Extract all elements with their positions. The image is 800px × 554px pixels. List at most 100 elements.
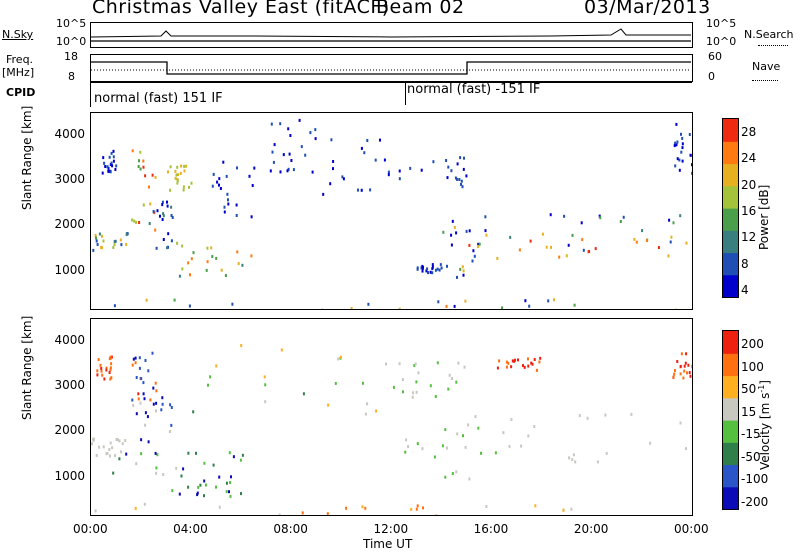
- power-cell: [206, 260, 209, 264]
- power-cell: [688, 133, 691, 136]
- power-cell: [454, 176, 457, 180]
- velocity-cell: [649, 441, 652, 445]
- velocity-cell: [679, 372, 682, 376]
- power-cell: [192, 251, 195, 255]
- velocity-cell: [574, 460, 577, 464]
- velocity-cell: [422, 506, 424, 510]
- velocity-cell: [161, 396, 164, 400]
- power-cell: [98, 232, 101, 236]
- power-cell: [133, 219, 136, 223]
- power-cell: [342, 177, 345, 181]
- velocity-cell: [494, 451, 497, 455]
- velocity-cell: [131, 363, 134, 367]
- velocity-colorbar-title: Velocity [m s-1]: [757, 380, 772, 470]
- velocity-cell: [96, 369, 99, 373]
- power-cell: [112, 246, 115, 249]
- power-cell: [459, 267, 462, 271]
- colorbar-band: [723, 420, 738, 443]
- power-cell: [691, 171, 692, 175]
- velocity-cell: [505, 365, 508, 369]
- power-cell: [187, 261, 190, 265]
- velocity-cell: [102, 445, 105, 449]
- colorbar-tick-label: 16: [741, 204, 757, 218]
- nave-tick-bottom: 0: [708, 70, 715, 83]
- power-cell: [588, 250, 591, 253]
- power-cell: [289, 134, 292, 137]
- velocity-cell: [140, 377, 143, 381]
- power-cell: [250, 254, 253, 258]
- velocity-cell: [572, 453, 575, 457]
- power-cell: [125, 233, 128, 236]
- velocity-cell: [596, 460, 599, 464]
- power-cell: [177, 173, 179, 177]
- velocity-cell: [415, 390, 418, 394]
- power-cell: [211, 255, 214, 258]
- velocity-cell: [94, 509, 97, 513]
- velocity-cell: [132, 403, 135, 407]
- power-cell: [304, 153, 307, 157]
- velocity-cell: [334, 381, 337, 385]
- power-cell: [549, 213, 552, 217]
- power-cell: [681, 142, 684, 146]
- power-cell: [676, 140, 679, 144]
- power-cell: [166, 204, 169, 208]
- power-cell: [484, 215, 487, 219]
- power-cell: [167, 232, 170, 236]
- power-cell: [462, 167, 465, 171]
- velocity-cell: [212, 463, 215, 467]
- velocity-cell: [101, 373, 104, 377]
- power-cell: [185, 164, 188, 168]
- velocity-cell: [433, 455, 436, 459]
- power-cell: [633, 237, 636, 241]
- velocity-cell: [527, 357, 529, 361]
- freq-label-1: Freq.: [6, 53, 34, 66]
- velocity-cell: [685, 447, 687, 451]
- velocity-cell: [105, 368, 108, 372]
- velocity-cell: [456, 432, 459, 436]
- power-cell: [462, 273, 465, 277]
- velocity-cell: [392, 385, 395, 389]
- power-cell: [357, 188, 359, 192]
- velocity-cell: [571, 458, 574, 461]
- power-cell: [580, 221, 583, 225]
- power-cell: [460, 182, 462, 186]
- velocity-cell: [140, 438, 143, 442]
- power-cell: [363, 151, 366, 155]
- velocity-cell: [135, 462, 138, 466]
- power-cell: [429, 270, 432, 274]
- colorbar-tick-label: 50: [741, 382, 757, 397]
- colorbar-tick-label: 4: [741, 283, 749, 297]
- colorbar-tick-label: -200: [741, 495, 769, 509]
- power-cell: [456, 177, 459, 181]
- power-cell: [270, 122, 273, 126]
- velocity-cell: [605, 451, 608, 455]
- velocity-cell: [225, 490, 228, 494]
- velocity-cell: [160, 408, 163, 412]
- velocity-cell: [120, 450, 123, 454]
- velocity-cell: [118, 439, 121, 443]
- colorbar-band: [723, 163, 738, 187]
- velocity-cell: [683, 364, 686, 368]
- power-cell: [119, 238, 122, 242]
- power-cell: [366, 139, 369, 142]
- velocity-cell: [156, 453, 159, 457]
- power-cell: [218, 177, 221, 181]
- power-cell: [169, 188, 172, 192]
- velocity-cell: [467, 423, 470, 427]
- power-colorbar-gradient: [723, 119, 738, 298]
- velocity-cell: [527, 364, 530, 368]
- power-cell: [181, 244, 184, 248]
- velocity-cell: [134, 506, 137, 510]
- velocity-cell: [96, 373, 99, 377]
- velocity-cell: [98, 445, 101, 449]
- power-cell: [679, 214, 682, 218]
- power-cell: [154, 175, 157, 179]
- power-cell: [107, 166, 110, 170]
- velocity-cell: [115, 438, 118, 441]
- velocity-colorbar: [722, 330, 739, 510]
- nsearch-tick-top: 10^5: [706, 17, 737, 30]
- power-cell: [115, 164, 118, 168]
- velocity-cell: [398, 362, 401, 366]
- power-cell: [176, 181, 179, 185]
- velocity-cell: [134, 361, 137, 365]
